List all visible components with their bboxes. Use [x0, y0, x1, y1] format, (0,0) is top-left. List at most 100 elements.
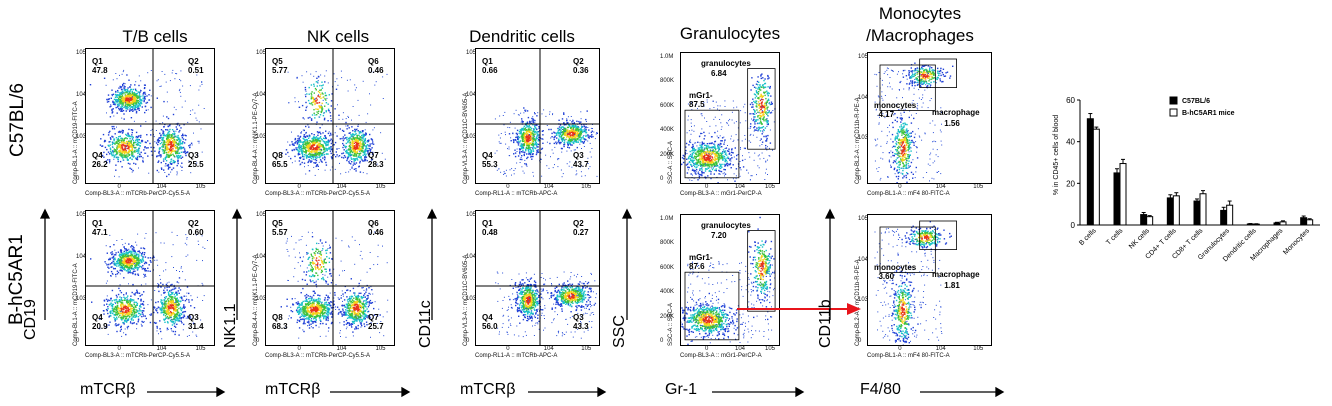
x-tick-label: 104	[156, 184, 167, 190]
y-tick-label: 0	[858, 176, 862, 182]
x-tick-label: 0	[898, 346, 902, 352]
y-tick-label: 1.0M	[660, 54, 674, 60]
x-marker-tb: mTCRβ	[80, 381, 136, 398]
bar	[1279, 221, 1287, 226]
x-marker-mo: F4/80	[860, 381, 901, 398]
y-tick-label: 800K	[660, 240, 675, 247]
y-tick-label: 1.0M	[660, 216, 674, 222]
x-axis-label: Comp-RL1-A :: mTCRb-APC-A	[475, 191, 558, 197]
y-tick-label: 103	[466, 296, 477, 302]
gate-label-monocytes: monocytes 4.17	[874, 101, 917, 119]
bar	[1306, 219, 1314, 226]
bar	[1146, 216, 1154, 226]
x-axis-label: Comp-BL3-A :: mTCRb-PerCP-Cy5.5-A	[265, 191, 371, 197]
x-tick-label: 104	[735, 184, 746, 190]
y-tick-label: 104	[76, 254, 87, 260]
y-tick-label: 0	[660, 338, 664, 344]
y-axis-label: SSC-A :: SSC-A	[668, 140, 674, 184]
legend-swatch	[1169, 96, 1178, 105]
y-tick-label: 104	[858, 256, 869, 263]
column-title-mono-line1: Monocytes	[878, 4, 962, 23]
x-tick-label: 0	[705, 184, 709, 190]
y-tick-label: 105	[858, 216, 869, 222]
legend-label: B-hC5AR1 mice	[1182, 110, 1235, 117]
x-tick-label: 104	[543, 184, 554, 190]
row-label-c57bl6: C57BL/6	[7, 83, 28, 157]
flow-plot-gr-wt: granulocytes 6.84 mGr1- 87.5	[680, 52, 780, 184]
y-tick-label: 105	[466, 50, 477, 56]
y-tick-label: 104	[466, 254, 477, 260]
flow-plot-mo-wt: monocytes 4.17 macrophage 1.56	[867, 52, 992, 184]
y-tick-label: 103	[76, 296, 87, 302]
x-tick-label: 104	[156, 346, 167, 352]
y-tick-label: 104	[256, 92, 267, 98]
x-tick-label: 0	[117, 346, 121, 352]
gate-label-top-right: Q2 0.51	[188, 57, 204, 75]
x-tick-label: 104	[935, 184, 946, 190]
x-tick-label: 0	[297, 184, 301, 190]
bar	[1220, 209, 1228, 226]
y-tick-label: 104	[858, 94, 869, 101]
bar	[1193, 200, 1201, 226]
y-tick-label: 0	[466, 176, 470, 182]
flow-plot-dc-wt: Q1 0.66 Q2 0.36 Q4 55.3 Q3 43.7	[475, 48, 600, 184]
y-tick-label: 104	[256, 254, 267, 260]
gate-value-granulocytes: 7.20	[711, 231, 727, 240]
x-axis-label: Comp-BL3-A :: mTCRb-PerCP-Cy5.5-A	[265, 353, 371, 359]
gate-label-top-left: Q1 0.48	[482, 219, 498, 237]
gate-label-macrophage: macrophage	[931, 270, 980, 279]
x-tick-label: 105	[973, 184, 984, 190]
x-tick-label: 0	[506, 184, 510, 190]
gate-value-macrophage: 1.81	[944, 281, 960, 290]
y-tick-label: 800K	[660, 78, 675, 85]
gate-label-top-right: Q6 0.46	[368, 57, 384, 75]
x-axis-label: Comp-BL3-A :: mGr1-PerCP-A	[680, 353, 762, 359]
bar	[1199, 193, 1207, 226]
y-tick-label: 200K	[660, 151, 675, 158]
x-tick-label: 104	[543, 346, 554, 352]
gate-label-top-left: Q1 47.1	[92, 219, 108, 237]
bar	[1226, 204, 1234, 226]
bar-category-label: T cells	[1105, 227, 1125, 247]
gate-label-bottom-right: Q3 25.5	[188, 151, 204, 169]
gate-label-top-left: Q1 47.8	[92, 57, 108, 75]
gate-label-top-right: Q2 0.27	[573, 219, 589, 237]
y-tick-label: 105	[256, 50, 267, 56]
legend-label: C57BL/6	[1182, 98, 1210, 105]
y-axis-label: Comp-BL1-A :: mCD19-FITC-A	[73, 101, 79, 184]
y-tick-label: 600K	[660, 102, 675, 109]
bar	[1166, 197, 1174, 226]
bar-y-axis-label: % in CD45+ cells of blood	[1053, 115, 1060, 195]
gate-label-monocytes: monocytes 3.60	[874, 263, 917, 281]
y-tick-label: 0	[858, 338, 862, 344]
bar-y-tick-label: 20	[1066, 179, 1075, 188]
gate-label-bottom-right: Q3 43.7	[573, 151, 589, 169]
x-tick-label: 0	[297, 346, 301, 352]
x-marker-arrows-icon	[147, 386, 1005, 398]
x-tick-label: 105	[375, 184, 386, 190]
x-tick-label: 0	[898, 184, 902, 190]
y-tick-label: 400K	[660, 127, 675, 134]
gate-label-bottom-right: Q3 43.3	[573, 313, 589, 331]
flow-plot-gr-ko: granulocytes 7.20 mGr1- 87.6	[680, 214, 780, 346]
bar-y-tick-label: 0	[1071, 221, 1076, 230]
y-tick-label: 0	[256, 338, 260, 344]
gate-label-macrophage: macrophage	[931, 108, 980, 117]
y-tick-label: 0	[660, 176, 664, 182]
gate-label-top-left: Q5 5.57	[272, 219, 288, 237]
y-tick-label: 600K	[660, 264, 675, 271]
bar-category-label: B cells	[1078, 227, 1098, 247]
gate-label-mgr1-neg: mGr1- 87.5	[689, 91, 713, 109]
x-tick-label: 104	[935, 346, 946, 352]
flow-plot-nk-wt: Q5 5.77 Q6 0.46 Q8 65.5 Q7 28.3	[265, 48, 395, 184]
y-tick-label: 105	[858, 54, 869, 60]
gate-label-bottom-right: Q3 31.4	[188, 313, 204, 331]
y-marker-arrows-icon	[39, 208, 836, 320]
column-title-dc: Dendritic cells	[469, 27, 575, 46]
x-tick-label: 0	[117, 184, 121, 190]
y-tick-label: 105	[76, 212, 87, 218]
gate-label-top-left: Q5 5.77	[272, 57, 288, 75]
x-marker-nk: mTCRβ	[265, 381, 321, 398]
x-axis-label: Comp-BL1-A :: mF4 80-FITC-A	[867, 353, 950, 359]
y-tick-label: 104	[466, 92, 477, 98]
